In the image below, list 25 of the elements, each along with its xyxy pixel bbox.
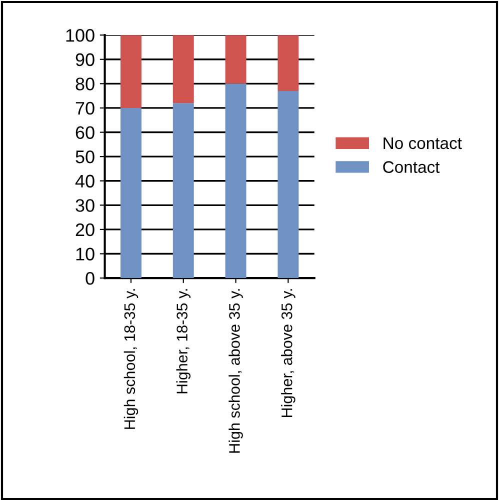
y-tick-label: 90 xyxy=(76,53,94,66)
x-tick-label: Higher, above 35 y. xyxy=(281,289,296,418)
x-tick-label: High school, above 35 y. xyxy=(228,289,243,453)
y-tick-label: 20 xyxy=(76,223,94,236)
y-tick-label: 10 xyxy=(76,248,94,260)
bar xyxy=(120,108,142,278)
x-tick-label: Higher, 18-35 y. xyxy=(176,289,191,394)
y-tick-label: 50 xyxy=(76,150,94,164)
bar xyxy=(278,90,299,278)
y-tick-label: 80 xyxy=(76,78,94,90)
bar xyxy=(172,35,194,104)
y-tick-label: 0 xyxy=(86,272,94,285)
legend-label: Contact xyxy=(383,161,440,173)
legend-label: No contact xyxy=(384,137,462,150)
bar xyxy=(278,35,299,91)
bar xyxy=(225,35,246,84)
bar xyxy=(172,103,194,278)
bar xyxy=(225,84,246,278)
y-tick-label: 70 xyxy=(76,102,94,115)
y-tick-label: 30 xyxy=(76,199,94,212)
y-tick-label: 100 xyxy=(66,29,94,42)
y-tick-label: 60 xyxy=(76,126,94,139)
x-tick-label: High school, 18-35 y. xyxy=(124,289,138,429)
bar xyxy=(120,35,142,108)
y-tick-label: 40 xyxy=(75,174,94,188)
